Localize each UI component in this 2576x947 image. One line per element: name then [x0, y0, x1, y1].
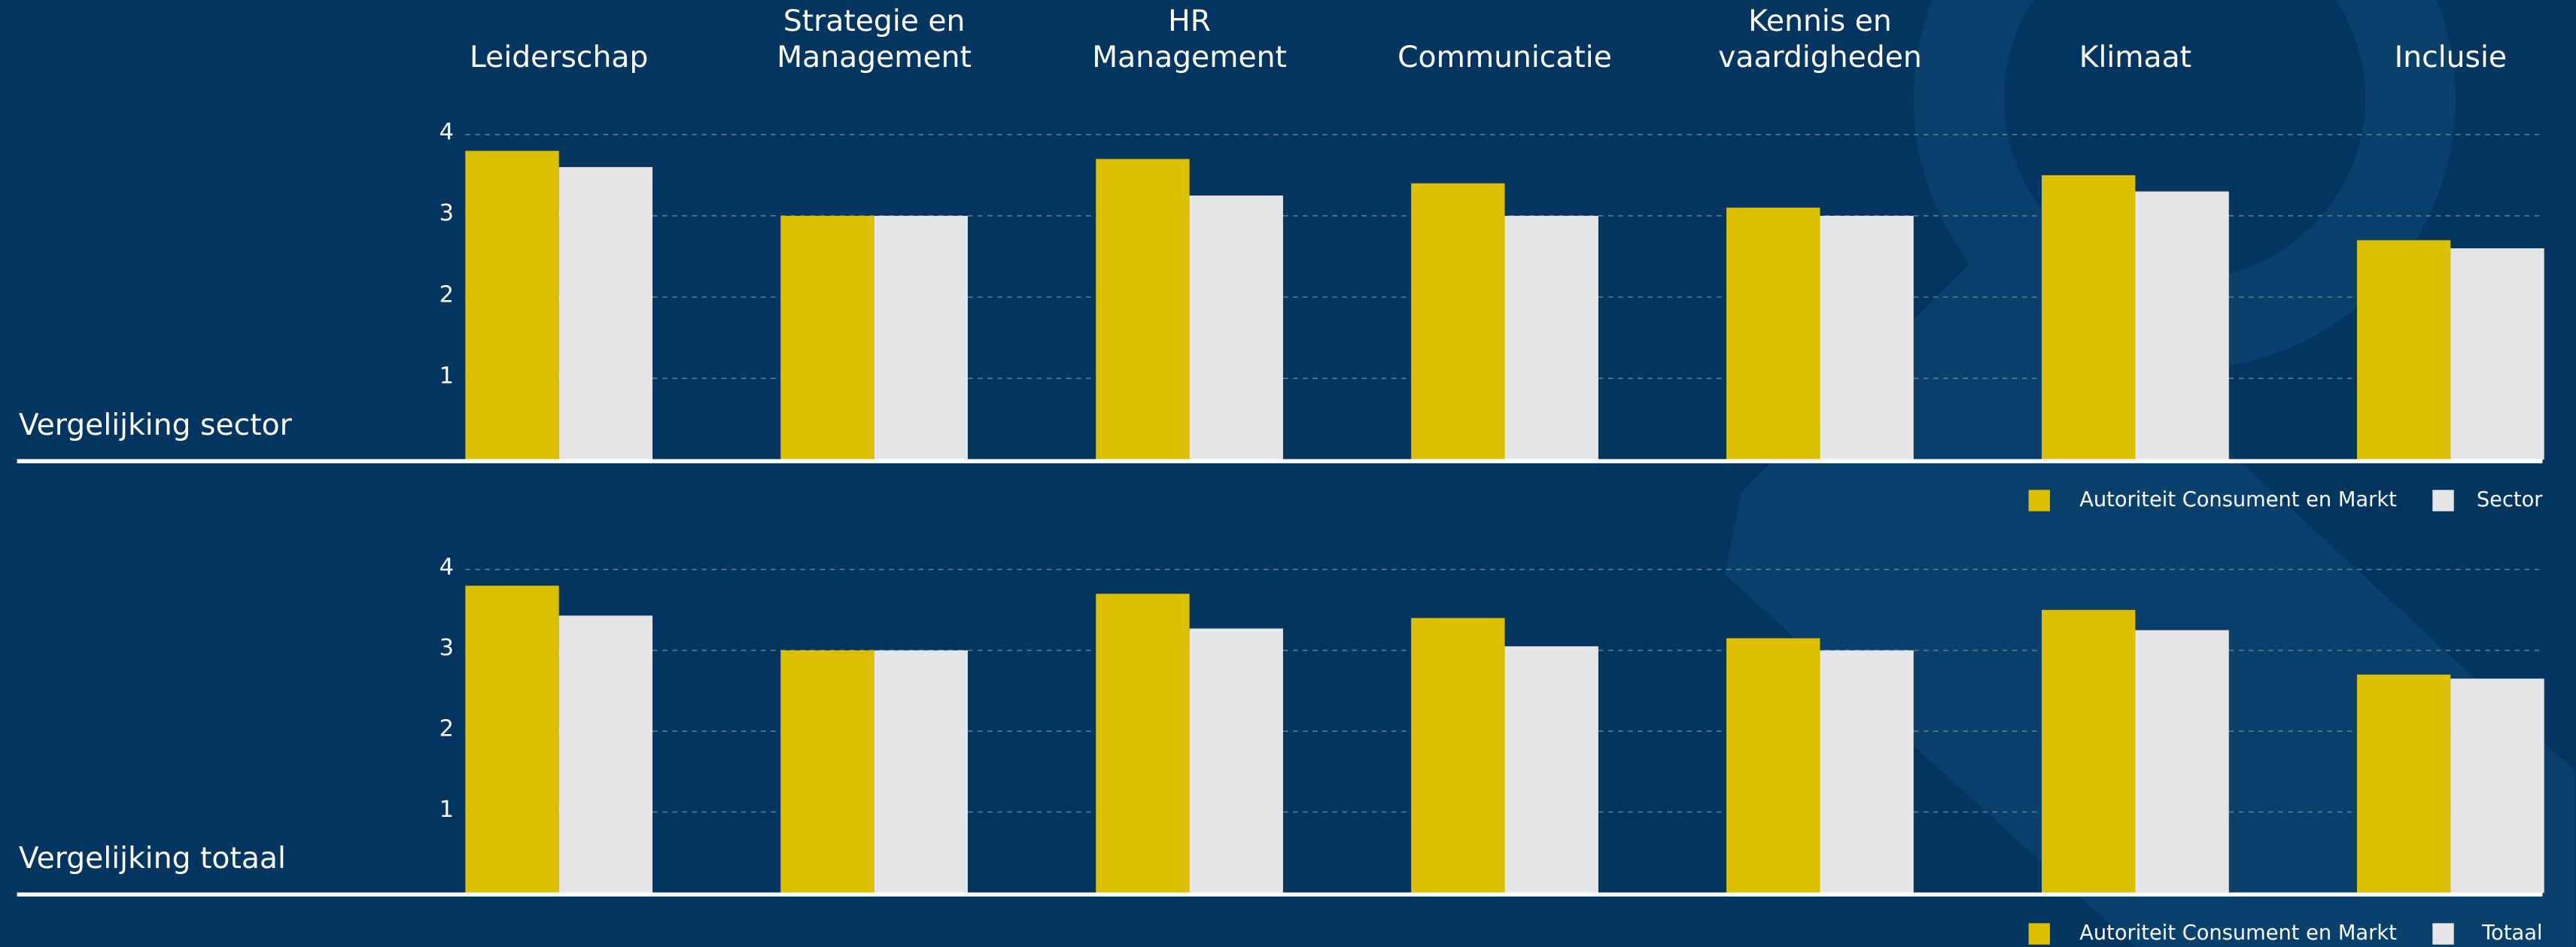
- bar: [1189, 195, 1283, 460]
- legend-label: Totaal: [2481, 921, 2542, 945]
- chart-title: Vergelijking totaal: [19, 842, 286, 876]
- bar: [780, 215, 874, 460]
- category-label: Communicatie: [1397, 41, 1612, 74]
- bar: [2135, 630, 2229, 893]
- bar: [465, 585, 559, 893]
- bar: [874, 215, 969, 460]
- bar: [558, 167, 653, 460]
- legend-label: Sector: [2477, 488, 2543, 511]
- y-tick-label: 3: [439, 200, 454, 226]
- y-tick-label: 4: [439, 119, 454, 145]
- y-tick-label: 1: [439, 797, 454, 823]
- category-label: Management: [777, 41, 972, 74]
- y-tick-label: 2: [439, 715, 454, 742]
- bar: [2450, 248, 2544, 460]
- y-tick-label: 3: [439, 635, 454, 661]
- bar: [874, 650, 969, 893]
- chart-title: Vergelijking sector: [19, 408, 293, 442]
- bar: [780, 650, 874, 893]
- category-label: Kennis en: [1748, 5, 1892, 38]
- legend-swatch: [2028, 490, 2050, 511]
- legend-label: Autoriteit Consument en Markt: [2079, 921, 2397, 945]
- bar: [1411, 618, 1505, 893]
- category-label: Inclusie: [2395, 41, 2507, 74]
- bar: [558, 615, 653, 893]
- bar: [2042, 175, 2136, 460]
- bar: [2356, 240, 2451, 460]
- bar: [2042, 609, 2136, 893]
- bar: [1726, 638, 1820, 893]
- bar: [1820, 650, 1914, 893]
- bar: [1096, 159, 1190, 460]
- bar: [1820, 215, 1914, 460]
- bar: [2135, 191, 2229, 460]
- category-label: Management: [1092, 41, 1287, 74]
- bar: [465, 150, 559, 460]
- y-tick-label: 2: [439, 281, 454, 308]
- legend-label: Autoriteit Consument en Markt: [2079, 488, 2397, 511]
- bar: [1096, 593, 1190, 893]
- bar: [2450, 678, 2544, 893]
- bar: [2356, 674, 2451, 893]
- y-tick-label: 1: [439, 363, 454, 389]
- category-label: Klimaat: [2079, 41, 2191, 74]
- legend-swatch: [2432, 923, 2454, 945]
- bar: [1411, 183, 1505, 460]
- legend-swatch: [2432, 490, 2454, 511]
- bar: [1504, 646, 1598, 893]
- category-label: Leiderschap: [470, 41, 648, 74]
- y-tick-label: 4: [439, 554, 454, 580]
- category-label: HR: [1168, 5, 1211, 38]
- legend-swatch: [2028, 923, 2050, 945]
- category-label: vaardigheden: [1718, 41, 1922, 74]
- bar: [1189, 628, 1283, 893]
- bar: [1726, 208, 1820, 460]
- bar: [1504, 215, 1598, 460]
- category-label: Strategie en: [783, 5, 966, 38]
